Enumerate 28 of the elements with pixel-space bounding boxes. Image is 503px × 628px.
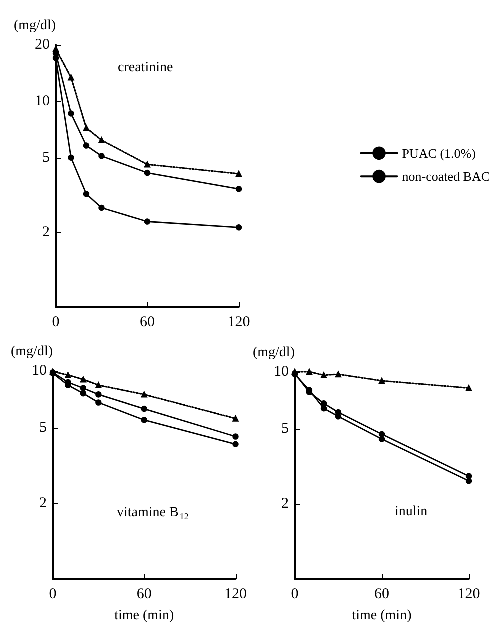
y-tick-label: 5 bbox=[281, 420, 289, 437]
x-tick-label: 0 bbox=[49, 586, 57, 602]
legend-label: non-coated BAC bbox=[402, 169, 490, 184]
x-tick-label: 0 bbox=[291, 586, 299, 602]
y-tick-label: 2 bbox=[42, 224, 50, 240]
x-tick-label: 120 bbox=[228, 314, 250, 330]
y-tick-label: 10 bbox=[35, 93, 50, 110]
x-tick-label: 120 bbox=[224, 586, 247, 602]
text: creatinine bbox=[118, 60, 174, 76]
y-tick-label: 2 bbox=[40, 496, 47, 512]
x-axis-title: time (min) bbox=[352, 608, 412, 624]
y-axis-title: (mg/dl) bbox=[11, 344, 54, 360]
x-tick-label: 120 bbox=[458, 586, 480, 602]
y-tick-label: 2 bbox=[281, 496, 289, 512]
y-tick-label: 20 bbox=[35, 37, 50, 53]
y-axis-title: (mg/dl) bbox=[14, 18, 56, 34]
text: inulin bbox=[395, 504, 428, 520]
x-tick-label: 60 bbox=[140, 314, 155, 330]
x-axis-title: time (min) bbox=[114, 608, 174, 624]
x-tick-label: 60 bbox=[374, 586, 390, 602]
y-tick-label: 5 bbox=[42, 150, 50, 166]
y-axis-title: (mg/dl) bbox=[252, 346, 296, 360]
y-tick-label: 10 bbox=[274, 364, 289, 380]
y-tick-label: 5 bbox=[40, 420, 47, 436]
y-tick-label: 10 bbox=[32, 363, 47, 379]
legend-label: PUAC (1.0%) bbox=[402, 146, 476, 161]
x-tick-label: 0 bbox=[52, 314, 60, 330]
x-tick-label: 60 bbox=[136, 586, 152, 602]
